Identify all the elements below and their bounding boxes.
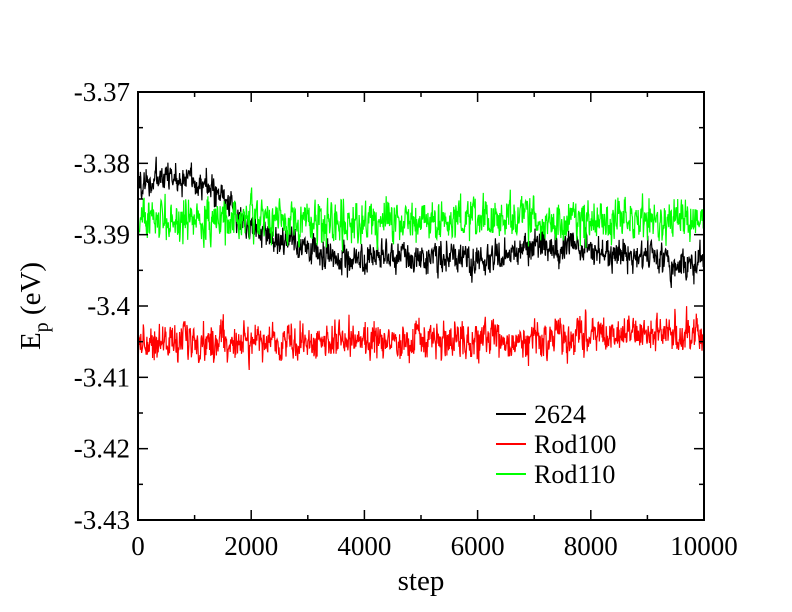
y-tick-label: -3.42 (74, 434, 130, 464)
y-axis-label: Ep (eV) (15, 262, 53, 350)
y-axis-label-subscript: p (31, 322, 53, 332)
y-tick-label: -3.43 (74, 505, 130, 535)
x-tick-label: 8000 (564, 531, 618, 561)
series-line-rod100 (138, 306, 704, 371)
legend-label-rod100: Rod100 (534, 430, 616, 459)
legend-label-rod110: Rod110 (534, 460, 615, 489)
x-axis-label: step (398, 565, 445, 597)
series-line-rod110 (138, 187, 704, 252)
y-tick-label: -3.4 (87, 291, 130, 321)
x-tick-label: 10000 (670, 531, 738, 561)
ticks-layer (137, 91, 705, 521)
x-tick-label: 4000 (337, 531, 391, 561)
x-tick-label: 6000 (451, 531, 505, 561)
y-tick-label: -3.39 (74, 220, 130, 250)
y-axis-label-main: E (15, 332, 47, 350)
y-tick-label: -3.37 (74, 77, 130, 107)
legend-label-2624: 2624 (534, 400, 586, 429)
tick-labels-layer: 0 2000 4000 6000 8000 10000 -3.37 -3.38 -3.39 -3.… (74, 77, 738, 561)
x-tick-label: 0 (131, 531, 145, 561)
x-tick-label: 2000 (224, 531, 278, 561)
y-tick-label: -3.41 (74, 362, 130, 392)
y-axis-label-unit: (eV) (15, 262, 47, 322)
series-line-2624 (138, 156, 704, 288)
series-layer (138, 156, 704, 371)
y-tick-label: -3.38 (74, 148, 130, 178)
